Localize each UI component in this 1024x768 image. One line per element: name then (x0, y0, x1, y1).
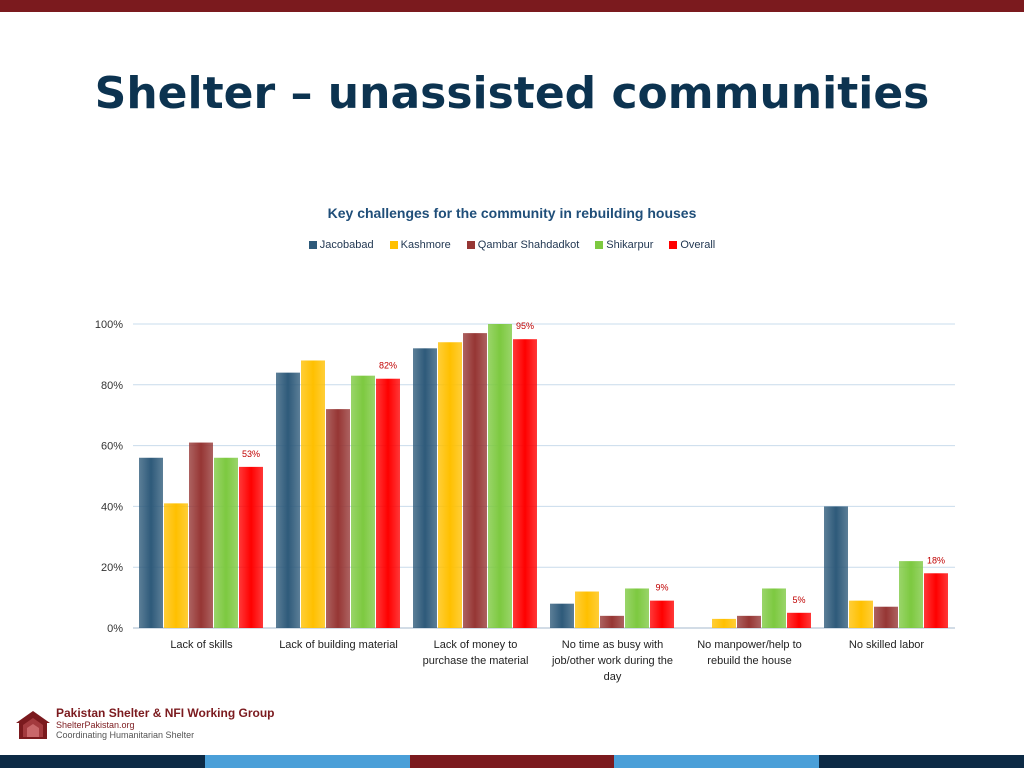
y-tick-label: 100% (95, 319, 123, 331)
legend-label: Overall (680, 239, 716, 251)
legend-item: Overall (669, 239, 715, 251)
y-tick-label: 60% (101, 441, 123, 453)
legend-label: Jacobabad (319, 239, 374, 251)
category-label: No time as busy with (562, 639, 663, 651)
bottom-accent-bar (0, 755, 1024, 768)
bar (438, 342, 462, 628)
category-label: Lack of money to (434, 639, 518, 651)
category-label: rebuild the house (707, 655, 791, 667)
bar (463, 333, 487, 628)
y-tick-label: 40% (101, 501, 123, 513)
y-tick-label: 0% (107, 623, 123, 635)
chart-legend: Jacobabad Kashmore Qambar Shahdadkot Shikar… (0, 239, 1024, 251)
slide-title: Shelter – unassisted communities (94, 68, 930, 119)
data-label: 5% (792, 595, 805, 605)
bottom-bar-segment (409, 755, 615, 768)
bar (737, 615, 761, 628)
org-name: Pakistan Shelter & NFI Working Group (56, 706, 275, 720)
bar (351, 375, 375, 628)
bar (712, 618, 736, 628)
bar (849, 600, 873, 628)
y-tick-label: 20% (101, 562, 123, 574)
bar (376, 378, 400, 628)
bar (214, 457, 238, 628)
bar (625, 588, 649, 628)
category-label: No manpower/help to (697, 639, 802, 651)
org-url: ShelterPakistan.org (56, 720, 135, 730)
bar (513, 339, 537, 628)
chart-title: Key challenges for the community in rebu… (327, 205, 697, 221)
legend-swatch (595, 241, 604, 249)
bar (924, 573, 948, 628)
top-accent-bar (0, 0, 1024, 12)
legend-swatch (389, 241, 398, 249)
category-label: purchase the material (423, 655, 529, 667)
bar (326, 409, 350, 628)
bar (276, 372, 300, 628)
y-tick-label: 80% (101, 380, 123, 392)
house-logo-icon (16, 711, 50, 739)
legend-label: Shikarpur (606, 239, 654, 251)
legend-swatch (308, 241, 317, 249)
bar (550, 603, 574, 628)
bar (824, 506, 848, 628)
bar (874, 606, 898, 628)
bottom-bar-segment (204, 755, 410, 768)
bar (600, 615, 624, 628)
bar-chart: 0% 20% 40% 60% 80% 100% 53% 82% 95% 9% 5% 18% Lack o… (95, 319, 955, 683)
legend-item: Shikarpur (595, 239, 653, 251)
category-label: No skilled labor (849, 639, 925, 651)
category-label: job/other work during the (551, 655, 673, 667)
data-label: 18% (927, 555, 945, 565)
org-tagline: Coordinating Humanitarian Shelter (56, 730, 195, 740)
bar (787, 612, 811, 628)
legend-item: Kashmore (389, 239, 451, 251)
bar (575, 591, 599, 628)
bar (488, 324, 512, 628)
data-label: 53% (242, 449, 260, 459)
bar (139, 457, 163, 628)
legend-item: Jacobabad (308, 239, 374, 251)
bar (899, 561, 923, 628)
legend-label: Kashmore (400, 239, 451, 251)
bar (301, 360, 325, 628)
legend-label: Qambar Shahdadkot (477, 239, 580, 251)
bar (164, 503, 188, 628)
bottom-bar-segment (819, 755, 1024, 768)
legend-item: Qambar Shahdadkot (466, 239, 580, 251)
category-label: Lack of building material (279, 639, 398, 651)
bar (413, 348, 437, 628)
legend-swatch (466, 241, 475, 249)
bottom-bar-segment (0, 755, 205, 768)
data-label: 9% (655, 583, 668, 593)
legend-swatch (669, 241, 678, 249)
bar (239, 466, 263, 628)
category-label: Lack of skills (170, 639, 233, 651)
bar (189, 442, 213, 628)
org-logo-block: Pakistan Shelter & NFI Working Group She… (14, 705, 334, 745)
bar (650, 600, 674, 628)
category-label: day (604, 671, 622, 683)
bottom-bar-segment (614, 755, 820, 768)
data-label: 95% (516, 321, 534, 331)
bar (762, 588, 786, 628)
data-label: 82% (379, 361, 397, 371)
